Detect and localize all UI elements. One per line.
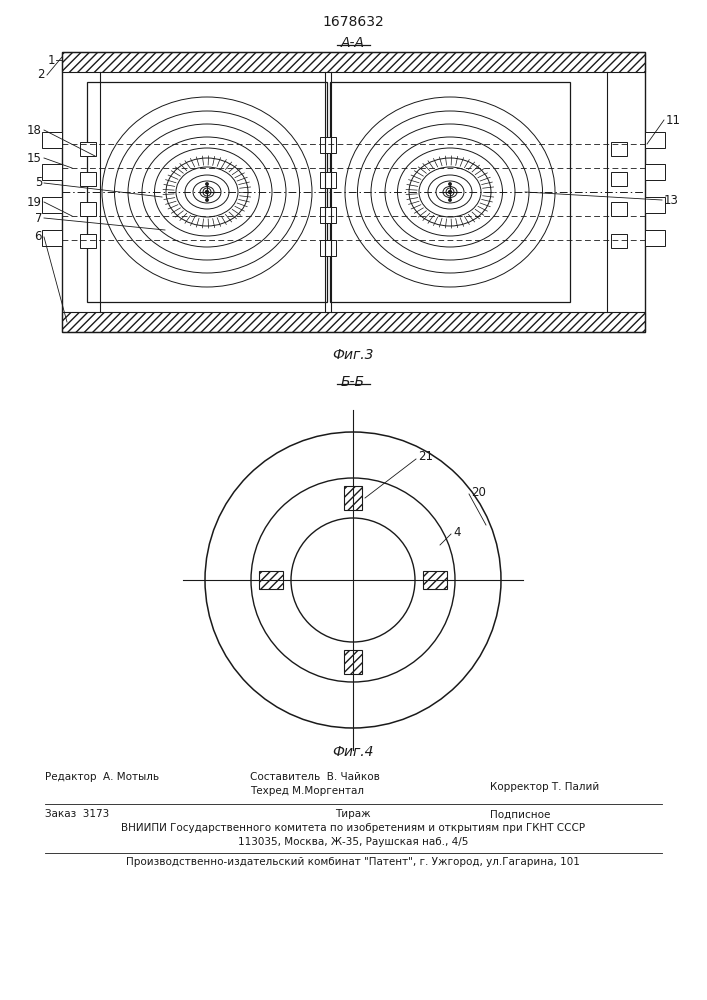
Circle shape	[206, 183, 208, 185]
Bar	[645, 132, 665, 148]
Bar	[611, 172, 627, 186]
Bar	[423, 571, 447, 589]
Text: ВНИИПИ Государственного комитета по изобретениям и открытиям при ГКНТ СССР: ВНИИПИ Государственного комитета по изоб…	[121, 823, 585, 833]
Bar	[611, 142, 627, 156]
Text: 5: 5	[35, 176, 42, 190]
Circle shape	[449, 199, 451, 201]
Text: Б-Б: Б-Б	[341, 375, 365, 389]
Bar	[42, 164, 62, 180]
Bar	[645, 230, 665, 246]
Text: Фиг.4: Фиг.4	[332, 745, 374, 759]
Text: 21: 21	[418, 450, 433, 464]
Text: 15: 15	[27, 151, 42, 164]
Text: 13: 13	[664, 194, 679, 207]
Bar	[80, 202, 96, 216]
Circle shape	[449, 183, 451, 185]
Bar	[330, 82, 570, 302]
Text: Корректор Т. Палий: Корректор Т. Палий	[490, 782, 600, 792]
Text: 4: 4	[453, 526, 460, 538]
Text: 19: 19	[27, 196, 42, 209]
Bar	[62, 312, 645, 332]
Bar	[320, 207, 336, 223]
Text: Фиг.3: Фиг.3	[332, 348, 374, 362]
Bar	[611, 202, 627, 216]
Bar	[87, 82, 327, 302]
Text: 11: 11	[666, 113, 681, 126]
Text: А-А: А-А	[341, 36, 365, 50]
Bar	[645, 164, 665, 180]
Bar	[80, 234, 96, 248]
Bar	[611, 234, 627, 248]
Bar	[80, 172, 96, 186]
Text: Подписное: Подписное	[490, 809, 550, 819]
Bar	[80, 142, 96, 156]
Text: Производственно-издательский комбинат "Патент", г. Ужгород, ул.Гагарина, 101: Производственно-издательский комбинат "П…	[126, 857, 580, 867]
Text: Составитель  В. Чайков: Составитель В. Чайков	[250, 772, 380, 782]
Text: 1678632: 1678632	[322, 15, 384, 29]
Text: 7: 7	[35, 212, 42, 225]
Text: 20: 20	[471, 486, 486, 498]
Bar	[42, 132, 62, 148]
Bar	[320, 240, 336, 256]
Bar	[259, 571, 283, 589]
Bar	[320, 172, 336, 188]
Bar	[344, 650, 362, 674]
Bar	[344, 486, 362, 510]
Text: 6: 6	[35, 231, 42, 243]
Bar	[42, 197, 62, 213]
Text: Тираж: Тираж	[335, 809, 370, 819]
Bar	[62, 52, 645, 72]
Text: 18: 18	[27, 123, 42, 136]
Text: Редактор  А. Мотыль: Редактор А. Мотыль	[45, 772, 159, 782]
Text: 2: 2	[37, 68, 45, 82]
Text: Техред М.Моргентал: Техред М.Моргентал	[250, 786, 364, 796]
Bar	[62, 52, 645, 332]
Bar	[320, 137, 336, 153]
Bar	[42, 230, 62, 246]
Text: Заказ  3173: Заказ 3173	[45, 809, 110, 819]
Text: 113035, Москва, Ж-35, Раушская наб., 4/5: 113035, Москва, Ж-35, Раушская наб., 4/5	[238, 837, 468, 847]
Bar	[645, 197, 665, 213]
Circle shape	[206, 199, 208, 201]
Circle shape	[206, 190, 209, 194]
Text: 1: 1	[47, 53, 55, 66]
Circle shape	[448, 190, 452, 194]
